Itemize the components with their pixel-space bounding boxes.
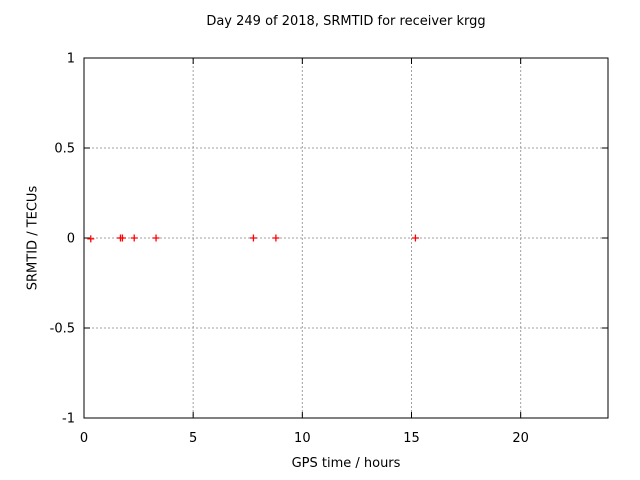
data-point [118, 234, 126, 242]
y-tick-label: -1 [62, 412, 75, 427]
y-tick-label: 0.5 [54, 142, 75, 157]
x-tick-label: 10 [294, 431, 311, 446]
data-point [411, 234, 419, 242]
data-point [272, 234, 280, 242]
data-point [130, 234, 138, 242]
data-point [249, 234, 257, 242]
y-tick-label: 1 [67, 52, 75, 67]
x-tick-label: 15 [403, 431, 420, 446]
x-tick-label: 20 [512, 431, 529, 446]
y-tick-label: -0.5 [50, 322, 75, 337]
chart-title: Day 249 of 2018, SRMTID for receiver krg… [206, 14, 486, 29]
x-tick-label: 0 [80, 431, 88, 446]
data-point [152, 234, 160, 242]
y-tick-label: 0 [67, 232, 75, 247]
x-tick-label: 5 [189, 431, 197, 446]
data-point [87, 235, 95, 243]
x-axis-title: GPS time / hours [291, 456, 401, 471]
